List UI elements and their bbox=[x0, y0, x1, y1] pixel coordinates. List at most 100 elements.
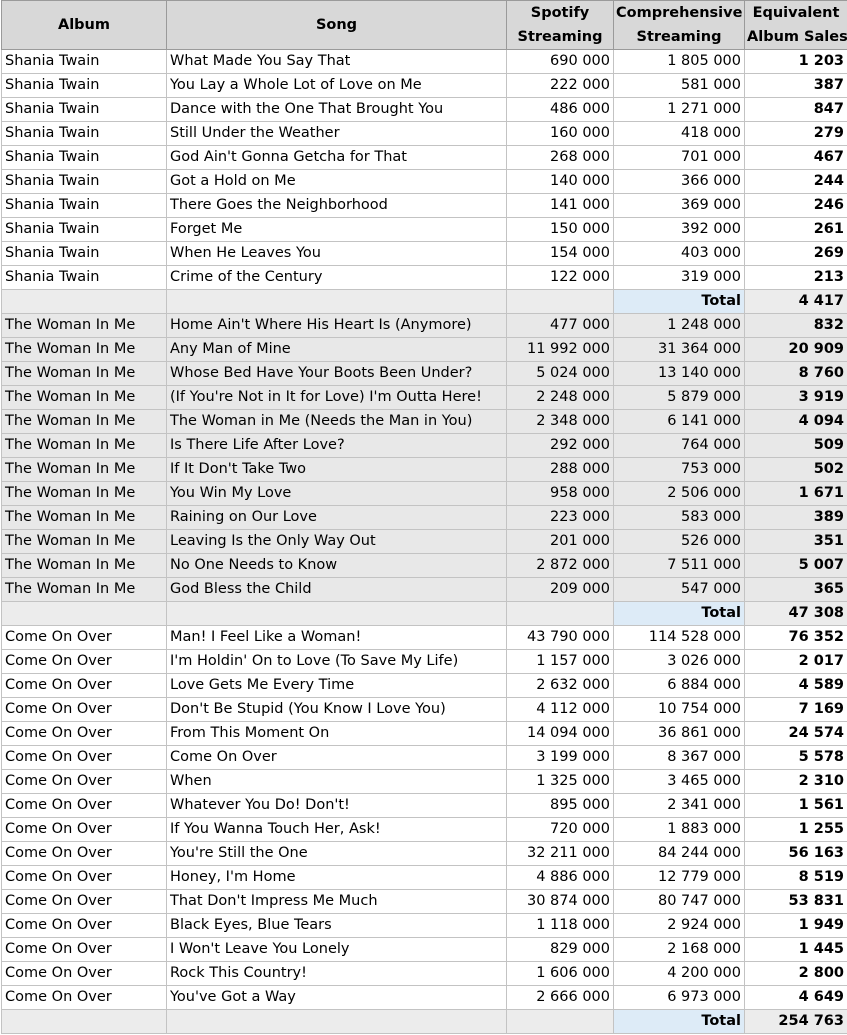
spotify-streaming-cell: 2 248 000 bbox=[506, 385, 614, 410]
table-row: The Woman In Me The Woman in Me (Needs th… bbox=[1, 409, 847, 434]
album-cell: Come On Over bbox=[1, 937, 167, 962]
equivalent-album-sales-cell: 24 574 bbox=[744, 721, 847, 746]
total-value: 47 308 bbox=[744, 601, 847, 626]
equivalent-album-sales-cell: 1 561 bbox=[744, 793, 847, 818]
equivalent-album-sales-cell: 20 909 bbox=[744, 337, 847, 362]
equivalent-album-sales-cell: 4 094 bbox=[744, 409, 847, 434]
table-header: Album Song Spotify Streaming Comprehensiv… bbox=[1, 0, 847, 50]
comprehensive-streaming-cell: 701 000 bbox=[613, 145, 745, 170]
equivalent-album-sales-cell: 269 bbox=[744, 241, 847, 266]
table-row: Shania Twain When He Leaves You 154 000 403… bbox=[1, 241, 847, 266]
album-cell: Shania Twain bbox=[1, 193, 167, 218]
comprehensive-streaming-cell: 114 528 000 bbox=[613, 625, 745, 650]
album-cell: Come On Over bbox=[1, 721, 167, 746]
spotify-streaming-cell: 14 094 000 bbox=[506, 721, 614, 746]
equivalent-album-sales-cell: 213 bbox=[744, 265, 847, 290]
table-row: Shania Twain Dance with the One That Brou… bbox=[1, 97, 847, 122]
song-cell: Any Man of Mine bbox=[166, 337, 507, 362]
song-cell: When bbox=[166, 769, 507, 794]
album-cell: Come On Over bbox=[1, 625, 167, 650]
song-cell: If It Don't Take Two bbox=[166, 457, 507, 482]
spotify-streaming-cell: 32 211 000 bbox=[506, 841, 614, 866]
equivalent-album-sales-cell: 1 949 bbox=[744, 913, 847, 938]
comprehensive-streaming-cell: 418 000 bbox=[613, 121, 745, 146]
total-label: Total bbox=[613, 289, 745, 314]
comprehensive-streaming-cell: 1 805 000 bbox=[613, 49, 745, 74]
equivalent-album-sales-cell: 467 bbox=[744, 145, 847, 170]
equivalent-album-sales-cell: 279 bbox=[744, 121, 847, 146]
equivalent-album-sales-cell: 1 671 bbox=[744, 481, 847, 506]
equivalent-album-sales-cell: 387 bbox=[744, 73, 847, 98]
header-comprehensive-streaming: Comprehensive Streaming bbox=[613, 0, 745, 50]
table-row: The Woman In Me You Win My Love 958 000 2 5… bbox=[1, 481, 847, 506]
album-cell: Come On Over bbox=[1, 745, 167, 770]
song-cell: From This Moment On bbox=[166, 721, 507, 746]
album-cell: Come On Over bbox=[1, 889, 167, 914]
comprehensive-streaming-cell: 2 168 000 bbox=[613, 937, 745, 962]
album-cell: Come On Over bbox=[1, 673, 167, 698]
album-cell: Shania Twain bbox=[1, 121, 167, 146]
album-cell: Shania Twain bbox=[1, 145, 167, 170]
spotify-streaming-cell: 690 000 bbox=[506, 49, 614, 74]
spotify-streaming-cell: 477 000 bbox=[506, 313, 614, 338]
album-cell: The Woman In Me bbox=[1, 457, 167, 482]
table-row: Come On Over You're Still the One 32 211 0… bbox=[1, 841, 847, 866]
album-cell: The Woman In Me bbox=[1, 529, 167, 554]
spotify-streaming-cell: 1 325 000 bbox=[506, 769, 614, 794]
spotify-streaming-cell: 209 000 bbox=[506, 577, 614, 602]
spotify-streaming-cell: 958 000 bbox=[506, 481, 614, 506]
empty-cell bbox=[166, 289, 507, 314]
header-comp-line2: Streaming bbox=[636, 29, 722, 45]
comprehensive-streaming-cell: 4 200 000 bbox=[613, 961, 745, 986]
table-row: Come On Over From This Moment On 14 094 00… bbox=[1, 721, 847, 746]
song-cell: Home Ain't Where His Heart Is (Anymore) bbox=[166, 313, 507, 338]
song-cell: Come On Over bbox=[166, 745, 507, 770]
album-cell: Shania Twain bbox=[1, 265, 167, 290]
song-cell: You've Got a Way bbox=[166, 985, 507, 1010]
comprehensive-streaming-cell: 3 026 000 bbox=[613, 649, 745, 674]
album-cell: Shania Twain bbox=[1, 169, 167, 194]
equivalent-album-sales-cell: 351 bbox=[744, 529, 847, 554]
song-cell: Is There Life After Love? bbox=[166, 433, 507, 458]
song-cell: No One Needs to Know bbox=[166, 553, 507, 578]
equivalent-album-sales-cell: 7 169 bbox=[744, 697, 847, 722]
spotify-streaming-cell: 486 000 bbox=[506, 97, 614, 122]
song-cell: There Goes the Neighborhood bbox=[166, 193, 507, 218]
header-spotify-line2: Streaming bbox=[517, 29, 603, 45]
album-cell: The Woman In Me bbox=[1, 481, 167, 506]
album-cell: Come On Over bbox=[1, 913, 167, 938]
equivalent-album-sales-cell: 53 831 bbox=[744, 889, 847, 914]
comprehensive-streaming-cell: 1 883 000 bbox=[613, 817, 745, 842]
spotify-streaming-cell: 1 118 000 bbox=[506, 913, 614, 938]
spotify-streaming-cell: 1 606 000 bbox=[506, 961, 614, 986]
comprehensive-streaming-cell: 84 244 000 bbox=[613, 841, 745, 866]
comprehensive-streaming-cell: 13 140 000 bbox=[613, 361, 745, 386]
song-cell: God Bless the Child bbox=[166, 577, 507, 602]
song-cell: Love Gets Me Every Time bbox=[166, 673, 507, 698]
comprehensive-streaming-cell: 392 000 bbox=[613, 217, 745, 242]
equivalent-album-sales-cell: 3 919 bbox=[744, 385, 847, 410]
comprehensive-streaming-cell: 366 000 bbox=[613, 169, 745, 194]
album-cell: Shania Twain bbox=[1, 241, 167, 266]
empty-cell bbox=[506, 289, 614, 314]
album-cell: The Woman In Me bbox=[1, 505, 167, 530]
total-label: Total bbox=[613, 1009, 745, 1034]
comprehensive-streaming-cell: 2 924 000 bbox=[613, 913, 745, 938]
spotify-streaming-cell: 3 199 000 bbox=[506, 745, 614, 770]
header-eas-line2: Album Sales bbox=[747, 29, 847, 45]
song-cell: Black Eyes, Blue Tears bbox=[166, 913, 507, 938]
spotify-streaming-cell: 2 666 000 bbox=[506, 985, 614, 1010]
spotify-streaming-cell: 150 000 bbox=[506, 217, 614, 242]
album-cell: The Woman In Me bbox=[1, 409, 167, 434]
total-row: Total 4 417 bbox=[1, 289, 847, 314]
spotify-streaming-cell: 292 000 bbox=[506, 433, 614, 458]
comprehensive-streaming-cell: 319 000 bbox=[613, 265, 745, 290]
spotify-streaming-cell: 5 024 000 bbox=[506, 361, 614, 386]
album-cell: The Woman In Me bbox=[1, 577, 167, 602]
total-value: 254 763 bbox=[744, 1009, 847, 1034]
song-cell: If You Wanna Touch Her, Ask! bbox=[166, 817, 507, 842]
song-cell: Crime of the Century bbox=[166, 265, 507, 290]
comprehensive-streaming-cell: 1 248 000 bbox=[613, 313, 745, 338]
total-row: Total 254 763 bbox=[1, 1009, 847, 1034]
